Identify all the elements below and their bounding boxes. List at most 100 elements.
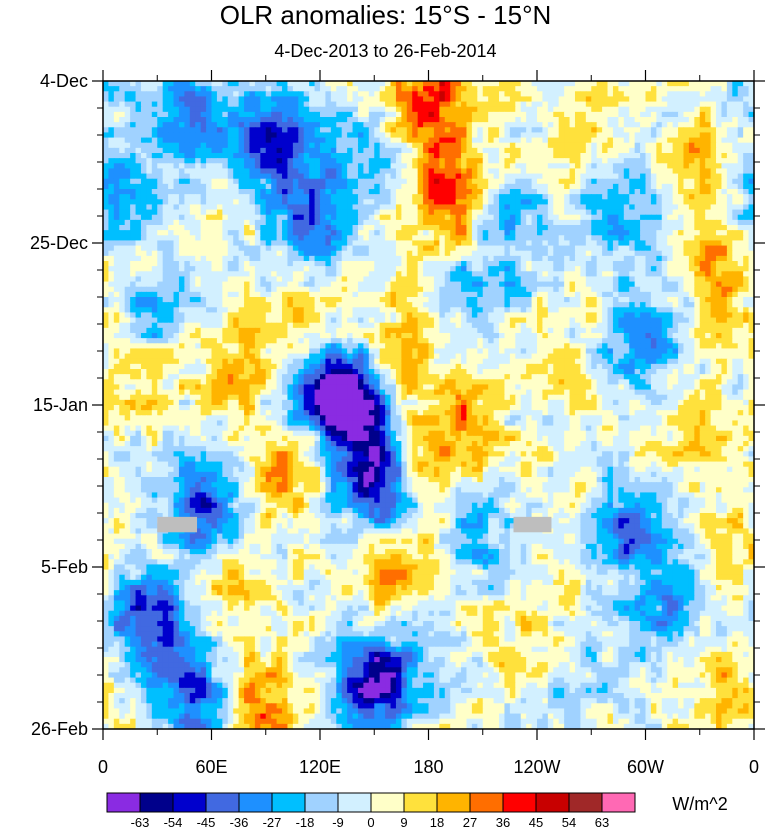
heatmap-cell bbox=[368, 245, 375, 252]
heatmap-cell bbox=[146, 168, 153, 175]
heatmap-cell bbox=[119, 189, 126, 195]
heatmap-cell bbox=[477, 194, 484, 200]
heatmap-cell bbox=[325, 261, 332, 267]
heatmap-cell bbox=[417, 173, 424, 180]
heatmap-cell bbox=[493, 106, 500, 113]
heatmap-cell bbox=[265, 219, 272, 226]
heatmap-cell bbox=[537, 286, 544, 293]
heatmap-cell bbox=[520, 142, 527, 149]
heatmap-cell bbox=[672, 91, 679, 98]
heatmap-cell bbox=[276, 286, 283, 293]
heatmap-cell bbox=[276, 81, 283, 87]
heatmap-cell bbox=[678, 199, 685, 206]
heatmap-cell bbox=[320, 204, 327, 211]
heatmap-cell bbox=[336, 214, 343, 221]
heatmap-cell bbox=[618, 163, 625, 170]
heatmap-cell bbox=[363, 266, 370, 272]
heatmap-cell bbox=[330, 245, 337, 252]
heatmap-cell bbox=[678, 127, 685, 134]
heatmap-cell bbox=[320, 194, 327, 200]
heatmap-cell bbox=[450, 117, 457, 123]
heatmap-cell bbox=[157, 132, 164, 139]
heatmap-cell bbox=[292, 214, 299, 221]
heatmap-cell bbox=[504, 137, 511, 144]
heatmap-cell bbox=[325, 219, 332, 226]
heatmap-cell bbox=[195, 137, 202, 144]
heatmap-cell bbox=[732, 250, 739, 257]
heatmap-cell bbox=[618, 101, 625, 108]
heatmap-cell bbox=[542, 194, 549, 200]
heatmap-cell bbox=[249, 194, 256, 200]
heatmap-cell bbox=[493, 194, 500, 200]
heatmap-cell bbox=[244, 281, 251, 288]
heatmap-cell bbox=[439, 225, 446, 231]
heatmap-cell bbox=[238, 209, 245, 216]
heatmap-cell bbox=[157, 266, 164, 272]
heatmap-cell bbox=[292, 96, 299, 103]
heatmap-cell bbox=[309, 255, 316, 262]
heatmap-cell bbox=[244, 117, 251, 123]
heatmap-cell bbox=[433, 183, 440, 190]
heatmap-cell bbox=[423, 183, 430, 190]
heatmap-cell bbox=[618, 137, 625, 144]
heatmap-cell bbox=[379, 245, 386, 252]
heatmap-cell bbox=[227, 281, 234, 288]
heatmap-cell bbox=[195, 245, 202, 252]
heatmap-cell bbox=[352, 91, 359, 98]
heatmap-cell bbox=[553, 255, 560, 262]
heatmap-cell bbox=[471, 81, 478, 87]
heatmap-cell bbox=[439, 281, 446, 288]
heatmap-cell bbox=[574, 111, 581, 118]
heatmap-cell bbox=[602, 250, 609, 257]
heatmap-cell bbox=[726, 81, 733, 87]
heatmap-cell bbox=[423, 86, 430, 92]
heatmap-cell bbox=[667, 250, 674, 257]
heatmap-cell bbox=[363, 245, 370, 252]
heatmap-cell bbox=[108, 219, 115, 226]
heatmap-cell bbox=[710, 183, 717, 190]
heatmap-cell bbox=[477, 219, 484, 226]
heatmap-cell bbox=[450, 291, 457, 298]
heatmap-cell bbox=[244, 86, 251, 92]
heatmap-cell bbox=[699, 204, 706, 211]
heatmap-cell bbox=[325, 101, 332, 108]
heatmap-cell bbox=[678, 147, 685, 154]
heatmap-cell bbox=[699, 173, 706, 180]
heatmap-cell bbox=[705, 286, 712, 293]
heatmap-cell bbox=[439, 117, 446, 123]
heatmap-cell bbox=[282, 225, 289, 231]
heatmap-cell bbox=[710, 127, 717, 134]
heatmap-cell bbox=[390, 147, 397, 154]
heatmap-cell bbox=[135, 209, 142, 216]
heatmap-cell bbox=[395, 261, 402, 267]
heatmap-cell bbox=[206, 183, 213, 190]
heatmap-cell bbox=[195, 111, 202, 118]
heatmap-cell bbox=[401, 266, 408, 272]
heatmap-cell bbox=[330, 209, 337, 216]
heatmap-cell bbox=[222, 214, 229, 221]
heatmap-cell bbox=[672, 137, 679, 144]
heatmap-cell bbox=[444, 101, 451, 108]
heatmap-cell bbox=[189, 178, 196, 185]
heatmap-cell bbox=[683, 209, 690, 216]
heatmap-cell bbox=[520, 106, 527, 113]
heatmap-cell bbox=[515, 86, 522, 92]
heatmap-cell bbox=[678, 163, 685, 170]
heatmap-cell bbox=[271, 240, 278, 247]
heatmap-cell bbox=[309, 137, 316, 144]
heatmap-cell bbox=[238, 178, 245, 185]
heatmap-cell bbox=[574, 91, 581, 98]
heatmap-cell bbox=[325, 189, 332, 195]
heatmap-cell bbox=[444, 209, 451, 216]
heatmap-cell bbox=[314, 291, 321, 298]
heatmap-cell bbox=[314, 261, 321, 267]
heatmap-cell bbox=[688, 276, 695, 283]
heatmap-cell bbox=[737, 117, 744, 123]
heatmap-cell bbox=[433, 194, 440, 200]
heatmap-cell bbox=[292, 250, 299, 257]
heatmap-cell bbox=[140, 81, 147, 87]
heatmap-cell bbox=[390, 286, 397, 293]
heatmap-cell bbox=[444, 235, 451, 242]
heatmap-cell bbox=[569, 106, 576, 113]
heatmap-cell bbox=[178, 158, 185, 164]
